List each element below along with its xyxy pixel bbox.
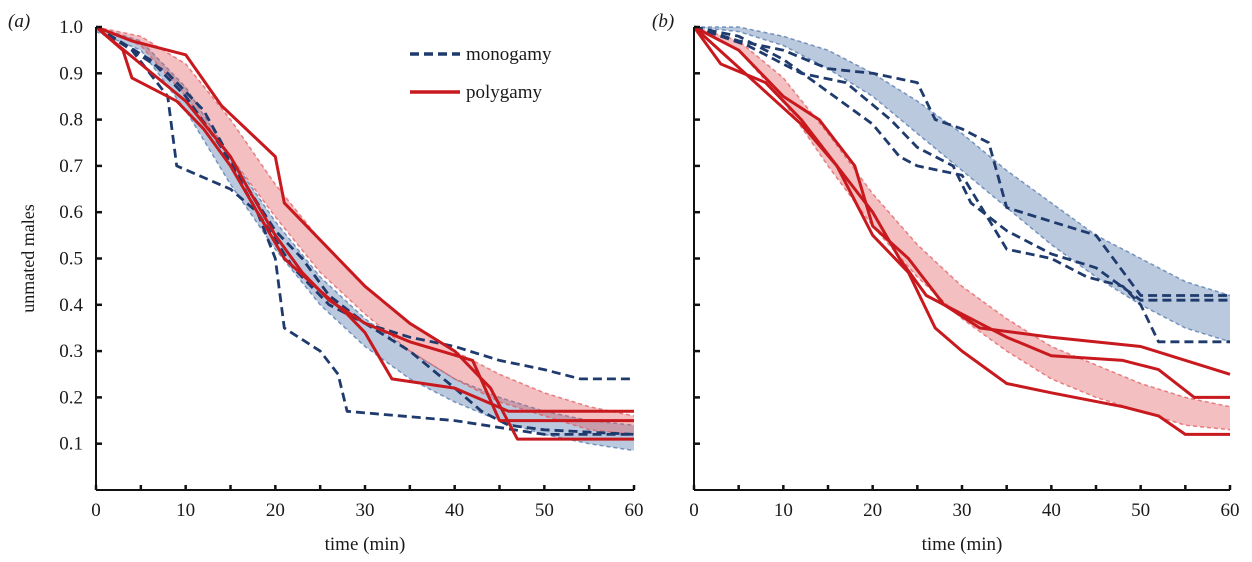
monogamy-series-line <box>693 25 1230 297</box>
polygamy-series-line <box>95 25 634 441</box>
x-tick-label: 0 <box>91 500 101 521</box>
y-tick-label: 0.5 <box>59 249 83 270</box>
x-tick-label: 10 <box>774 500 793 521</box>
y-axis-label: unmated males <box>18 204 38 312</box>
panel-label: (b) <box>652 11 674 32</box>
y-tick-label: 0.7 <box>59 156 83 177</box>
legend-label-monogamy: monogamy <box>466 44 552 65</box>
panel-b: (b) 0 10 20 30 40 50 60 time (min) <box>652 11 1240 555</box>
x-tick-label: 40 <box>1042 500 1061 521</box>
x-tick-label: 30 <box>356 500 375 521</box>
monogamy-confidence-band <box>694 27 1230 342</box>
monogamy-band-lower-edge <box>95 30 635 452</box>
monogamy-series-line <box>693 25 1230 344</box>
x-axis-label: time (min) <box>325 534 406 555</box>
polygamy-series-line <box>95 25 634 423</box>
x-axis-label: time (min) <box>922 534 1003 555</box>
x-tick-label: 30 <box>953 500 972 521</box>
polygamy-series-line <box>692 26 1230 436</box>
polygamy-band-lower-edge <box>95 26 635 436</box>
panel-a: (a) 0 10 20 30 40 50 60 0.1 0.2 0.3 0.4 0.5 0.6 0.7 0.8… <box>8 11 644 555</box>
monogamy-confidence-band <box>96 27 634 451</box>
y-tick-label: 0.8 <box>59 110 83 131</box>
y-tick-label: 0.6 <box>59 202 83 223</box>
y-tick-label: 0.2 <box>59 387 83 408</box>
x-tick-label: 60 <box>625 500 644 521</box>
x-tick-label: 40 <box>445 500 464 521</box>
polygamy-band-upper-edge <box>693 26 1231 408</box>
x-tick-label: 10 <box>176 500 195 521</box>
x-tick-label: 50 <box>1131 500 1150 521</box>
y-tick-label: 0.4 <box>59 295 83 316</box>
x-tick-label: 0 <box>689 500 699 521</box>
monogamy-band-upper-edge <box>694 26 1231 297</box>
monogamy-series-line <box>95 25 635 436</box>
polygamy-confidence-band <box>96 27 634 435</box>
x-tick-label: 60 <box>1221 500 1240 521</box>
panel-label: (a) <box>8 11 30 32</box>
y-tick-label: 0.3 <box>59 341 83 362</box>
y-tick-label: 0.9 <box>59 63 83 84</box>
x-tick-label: 50 <box>535 500 554 521</box>
polygamy-series-line <box>692 25 1230 399</box>
legend-label-polygamy: polygamy <box>466 82 542 103</box>
x-tick-label: 20 <box>266 500 285 521</box>
y-tick-label: 1.0 <box>59 17 83 38</box>
polygamy-band-upper-edge <box>95 26 635 417</box>
monogamy-series-line <box>95 25 634 436</box>
polygamy-series-line <box>95 25 634 413</box>
x-tick-label: 20 <box>863 500 882 521</box>
y-tick-label: 0.1 <box>59 434 83 455</box>
